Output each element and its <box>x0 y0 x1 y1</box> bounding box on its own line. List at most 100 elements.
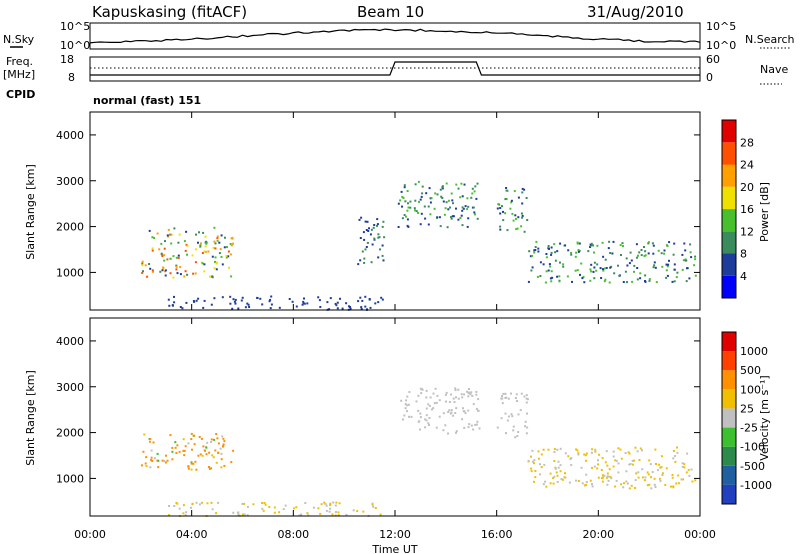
echo-cell <box>473 190 476 193</box>
echo-cell <box>179 306 182 308</box>
echo-cell <box>640 249 643 251</box>
echo-cell <box>166 258 169 261</box>
echo-cell <box>179 266 182 268</box>
echo-cell <box>619 448 622 451</box>
echo-cell <box>634 446 637 449</box>
echo-cell <box>227 255 230 258</box>
x-axis-title: Time UT <box>371 543 417 554</box>
echo-cell <box>468 391 471 394</box>
echo-cell <box>295 506 298 509</box>
echo-cell <box>633 270 635 273</box>
echo-cell <box>219 248 222 251</box>
echo-cell <box>592 270 595 273</box>
echo-cell <box>336 301 339 304</box>
echo-cell <box>564 472 566 475</box>
echo-cell <box>460 393 463 396</box>
echo-cell <box>558 280 561 283</box>
echo-cell <box>182 512 185 515</box>
echo-cell <box>648 278 651 281</box>
echo-cell <box>160 252 163 255</box>
echo-cell <box>644 274 647 277</box>
echo-cell <box>639 447 642 450</box>
echo-cell <box>531 449 534 452</box>
echo-cell <box>506 229 509 232</box>
echo-cell <box>556 481 559 483</box>
echo-cell <box>164 240 166 243</box>
echo-cell <box>614 485 617 488</box>
echo-cell <box>587 250 590 253</box>
echo-cell <box>592 244 595 247</box>
echo-cell <box>408 415 410 418</box>
echo-cell <box>379 248 381 251</box>
echo-cell <box>554 466 557 469</box>
echo-cell <box>547 448 550 451</box>
echo-cell <box>583 453 586 456</box>
echo-cell <box>192 462 195 465</box>
echo-cell <box>644 476 647 479</box>
echo-cell <box>651 471 654 473</box>
echo-cell <box>409 200 412 203</box>
echo-cell <box>523 230 526 233</box>
echo-cell <box>329 502 332 505</box>
echo-cell <box>549 482 552 485</box>
y-tick-label: 4000 <box>56 335 84 348</box>
echo-cell <box>203 299 206 302</box>
echo-cell <box>641 468 644 471</box>
echo-cell <box>601 241 604 244</box>
echo-cell <box>141 264 144 267</box>
echo-cell <box>325 504 328 507</box>
echo-cell <box>455 183 458 186</box>
echo-cell <box>654 266 657 269</box>
echo-cell <box>200 437 203 440</box>
echo-cell <box>610 477 613 480</box>
echo-cell <box>523 395 526 398</box>
echo-cell <box>430 197 433 199</box>
echo-cell <box>597 459 599 462</box>
echo-cell <box>659 479 662 482</box>
colorbar-tick-label: 20 <box>740 181 754 194</box>
echo-cell <box>629 251 632 254</box>
echo-cell <box>511 212 514 215</box>
echo-cell <box>194 248 197 251</box>
echo-cell <box>663 249 666 252</box>
echo-cell <box>583 484 586 487</box>
echo-cell <box>376 223 379 226</box>
echo-cell <box>506 189 509 192</box>
echo-cell <box>472 403 475 406</box>
echo-cell <box>530 455 532 458</box>
echo-cell <box>363 261 366 264</box>
echo-cell <box>676 271 679 274</box>
echo-cell <box>504 392 507 395</box>
nave-label: Nave <box>760 63 788 76</box>
echo-cell <box>539 463 541 466</box>
echo-cell <box>497 203 500 206</box>
echo-cell <box>455 407 458 410</box>
echo-cell <box>161 459 164 462</box>
echo-cell <box>591 483 593 486</box>
echo-cell <box>539 261 542 264</box>
echo-cell <box>515 217 517 220</box>
echo-cell <box>621 242 624 245</box>
echo-cell <box>237 511 240 514</box>
echo-cell <box>617 264 619 267</box>
echo-cell <box>549 472 552 475</box>
echo-cell <box>397 226 400 228</box>
echo-cell <box>402 418 404 421</box>
echo-cell <box>377 301 380 304</box>
echo-cell <box>210 438 213 441</box>
echo-cell <box>611 252 614 255</box>
echo-cell <box>463 426 466 429</box>
echo-cell <box>537 250 540 253</box>
echo-cell <box>464 412 467 415</box>
echo-cell <box>653 261 656 264</box>
echo-cell <box>661 474 664 477</box>
echo-cell <box>149 267 152 270</box>
echo-cell <box>352 509 355 512</box>
echo-cell <box>414 209 416 212</box>
echo-cell <box>448 409 451 412</box>
echo-cell <box>232 449 235 452</box>
echo-cell <box>538 457 540 460</box>
echo-cell <box>364 220 367 223</box>
echo-cell <box>373 224 376 226</box>
echo-cell <box>262 509 265 512</box>
